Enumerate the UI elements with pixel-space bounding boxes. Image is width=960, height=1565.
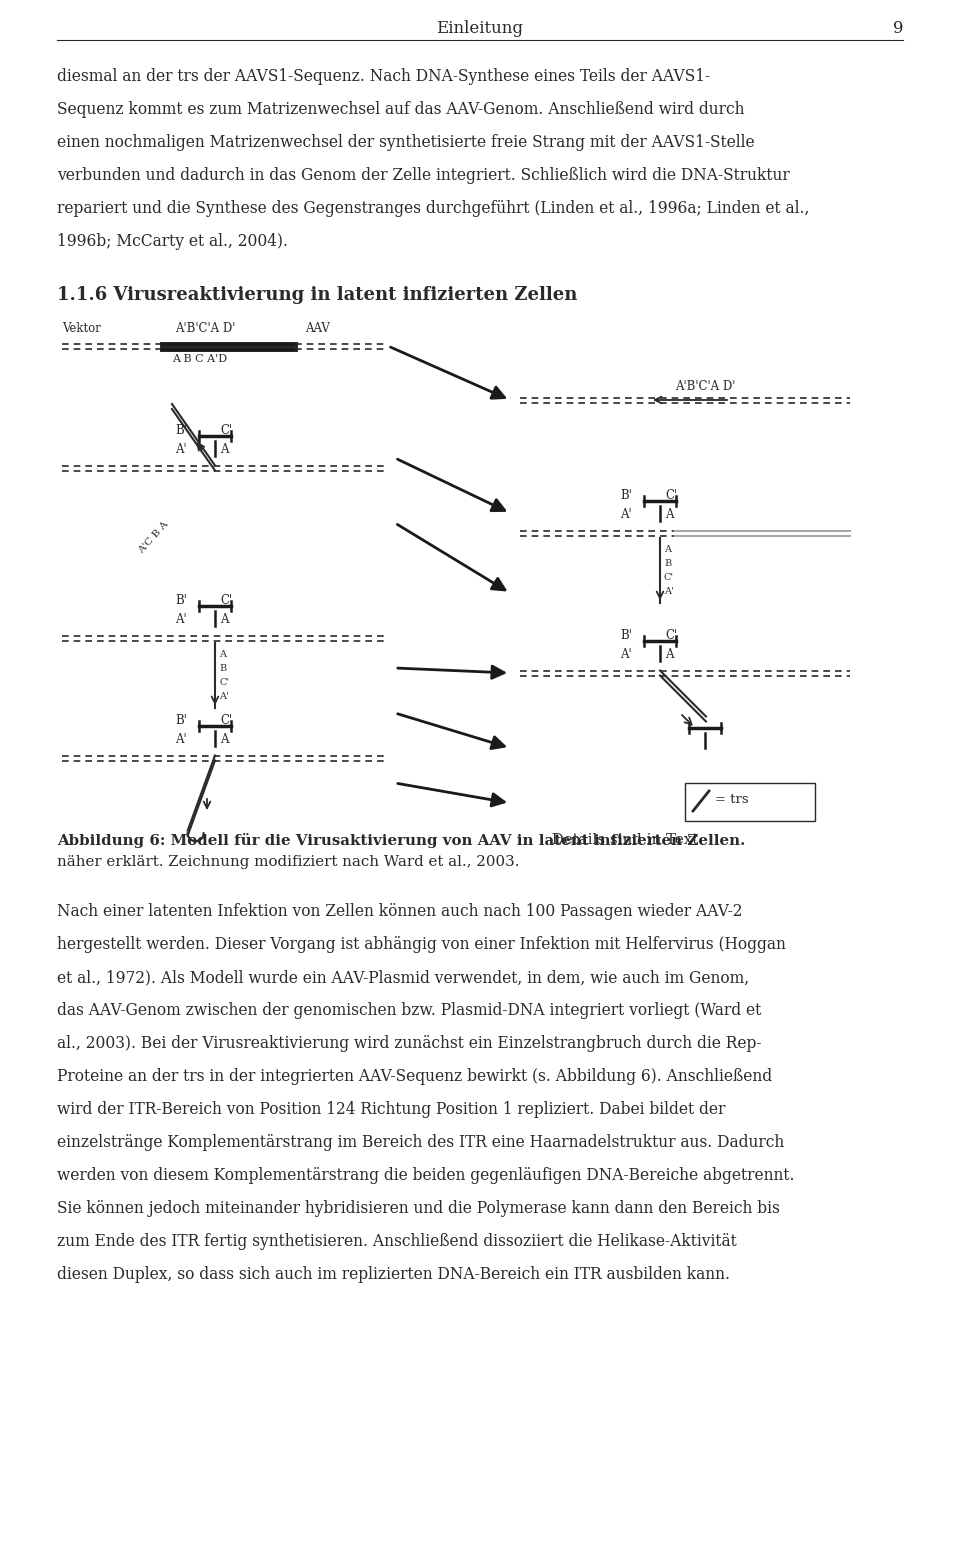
- Text: A: A: [220, 443, 228, 455]
- Bar: [685, 782, 815, 822]
- Text: B': B': [175, 424, 187, 437]
- Text: A: A: [219, 649, 226, 659]
- Text: wird der ITR-Bereich von Position 124 Richtung Position 1 repliziert. Dabei bild: wird der ITR-Bereich von Position 124 Ri…: [57, 1102, 726, 1117]
- Text: A'B'C'A D': A'B'C'A D': [675, 380, 735, 393]
- Text: Sequenz kommt es zum Matrizenwechsel auf das AAV-Genom. Anschließend wird durch: Sequenz kommt es zum Matrizenwechsel auf…: [57, 102, 745, 117]
- Text: verbunden und dadurch in das Genom der Zelle integriert. Schließlich wird die DN: verbunden und dadurch in das Genom der Z…: [57, 167, 790, 185]
- Text: das AAV-Genom zwischen der genomischen bzw. Plasmid-DNA integriert vorliegt (War: das AAV-Genom zwischen der genomischen b…: [57, 1002, 761, 1019]
- Text: al., 2003). Bei der Virusreaktivierung wird zunächst ein Einzelstrangbruch durch: al., 2003). Bei der Virusreaktivierung w…: [57, 1034, 761, 1052]
- Text: einzelstränge Komplementärstrang im Bereich des ITR eine Haarnadelstruktur aus. : einzelstränge Komplementärstrang im Bere…: [57, 1135, 784, 1150]
- Text: 1.1.6 Virusreaktivierung in latent infizierten Zellen: 1.1.6 Virusreaktivierung in latent infiz…: [57, 286, 577, 304]
- Text: einen nochmaligen Matrizenwechsel der synthetisierte freie Strang mit der AAVS1-: einen nochmaligen Matrizenwechsel der sy…: [57, 135, 755, 150]
- Text: B': B': [175, 714, 187, 728]
- Text: repariert und die Synthese des Gegenstranges durchgeführt (Linden et al., 1996a;: repariert und die Synthese des Gegenstra…: [57, 200, 809, 218]
- Text: C': C': [220, 595, 232, 607]
- Text: A': A': [620, 509, 632, 521]
- Text: AAV: AAV: [305, 322, 330, 335]
- Text: A': A': [176, 613, 187, 626]
- Text: Proteine an der trs in der integrierten AAV-Sequenz bewirkt (s. Abbildung 6). An: Proteine an der trs in der integrierten …: [57, 1067, 772, 1085]
- Text: A': A': [176, 732, 187, 747]
- Text: A: A: [220, 732, 228, 747]
- Text: hergestellt werden. Dieser Vorgang ist abhängig von einer Infektion mit Helfervi: hergestellt werden. Dieser Vorgang ist a…: [57, 936, 786, 953]
- Text: A'C B A: A'C B A: [137, 520, 170, 556]
- Text: B: B: [664, 559, 671, 568]
- Text: A: A: [665, 509, 674, 521]
- Text: Sie können jedoch miteinander hybridisieren und die Polymerase kann dann den Ber: Sie können jedoch miteinander hybridisie…: [57, 1200, 780, 1218]
- Text: A: A: [220, 613, 228, 626]
- Text: C': C': [220, 424, 232, 437]
- Text: 1996b; McCarty et al., 2004).: 1996b; McCarty et al., 2004).: [57, 233, 288, 250]
- Text: A': A': [620, 648, 632, 660]
- Text: diesmal an der trs der AAVS1-Sequenz. Nach DNA-Synthese eines Teils der AAVS1-: diesmal an der trs der AAVS1-Sequenz. Na…: [57, 67, 710, 85]
- Text: A B C A'D: A B C A'D: [172, 354, 228, 365]
- Text: 9: 9: [893, 20, 903, 38]
- Text: = trs: = trs: [715, 793, 749, 806]
- Text: A: A: [664, 545, 671, 554]
- Text: Einleitung: Einleitung: [437, 20, 523, 38]
- Text: A': A': [664, 587, 674, 596]
- Text: C': C': [665, 629, 677, 642]
- Text: B': B': [175, 595, 187, 607]
- Text: Abbildung 6: Modell für die Virusaktivierung von AAV in latent infizierten Zelle: Abbildung 6: Modell für die Virusaktivie…: [57, 833, 745, 848]
- Text: B': B': [620, 488, 632, 502]
- Text: et al., 1972). Als Modell wurde ein AAV-Plasmid verwendet, in dem, wie auch im G: et al., 1972). Als Modell wurde ein AAV-…: [57, 969, 749, 986]
- Text: B: B: [219, 664, 227, 673]
- Text: diesen Duplex, so dass sich auch im replizierten DNA-Bereich ein ITR ausbilden k: diesen Duplex, so dass sich auch im repl…: [57, 1266, 730, 1283]
- Text: Details sind in Text: Details sind in Text: [547, 833, 698, 847]
- Text: C': C': [665, 488, 677, 502]
- Text: A': A': [219, 692, 228, 701]
- Text: C': C': [220, 714, 232, 728]
- Text: B': B': [620, 629, 632, 642]
- Text: A': A': [176, 443, 187, 455]
- Text: Vektor: Vektor: [62, 322, 101, 335]
- Text: zum Ende des ITR fertig synthetisieren. Anschließend dissoziiert die Helikase-Ak: zum Ende des ITR fertig synthetisieren. …: [57, 1233, 736, 1250]
- Text: A: A: [665, 648, 674, 660]
- Text: werden von diesem Komplementärstrang die beiden gegenläufigen DNA-Bereiche abget: werden von diesem Komplementärstrang die…: [57, 1167, 795, 1185]
- Text: näher erklärt. Zeichnung modifiziert nach Ward et al., 2003.: näher erklärt. Zeichnung modifiziert nac…: [57, 854, 519, 869]
- Text: C': C': [219, 678, 229, 687]
- Text: A'B'C'A D': A'B'C'A D': [175, 322, 235, 335]
- Text: C': C': [664, 573, 674, 582]
- Text: Nach einer latenten Infektion von Zellen können auch nach 100 Passagen wieder AA: Nach einer latenten Infektion von Zellen…: [57, 903, 742, 920]
